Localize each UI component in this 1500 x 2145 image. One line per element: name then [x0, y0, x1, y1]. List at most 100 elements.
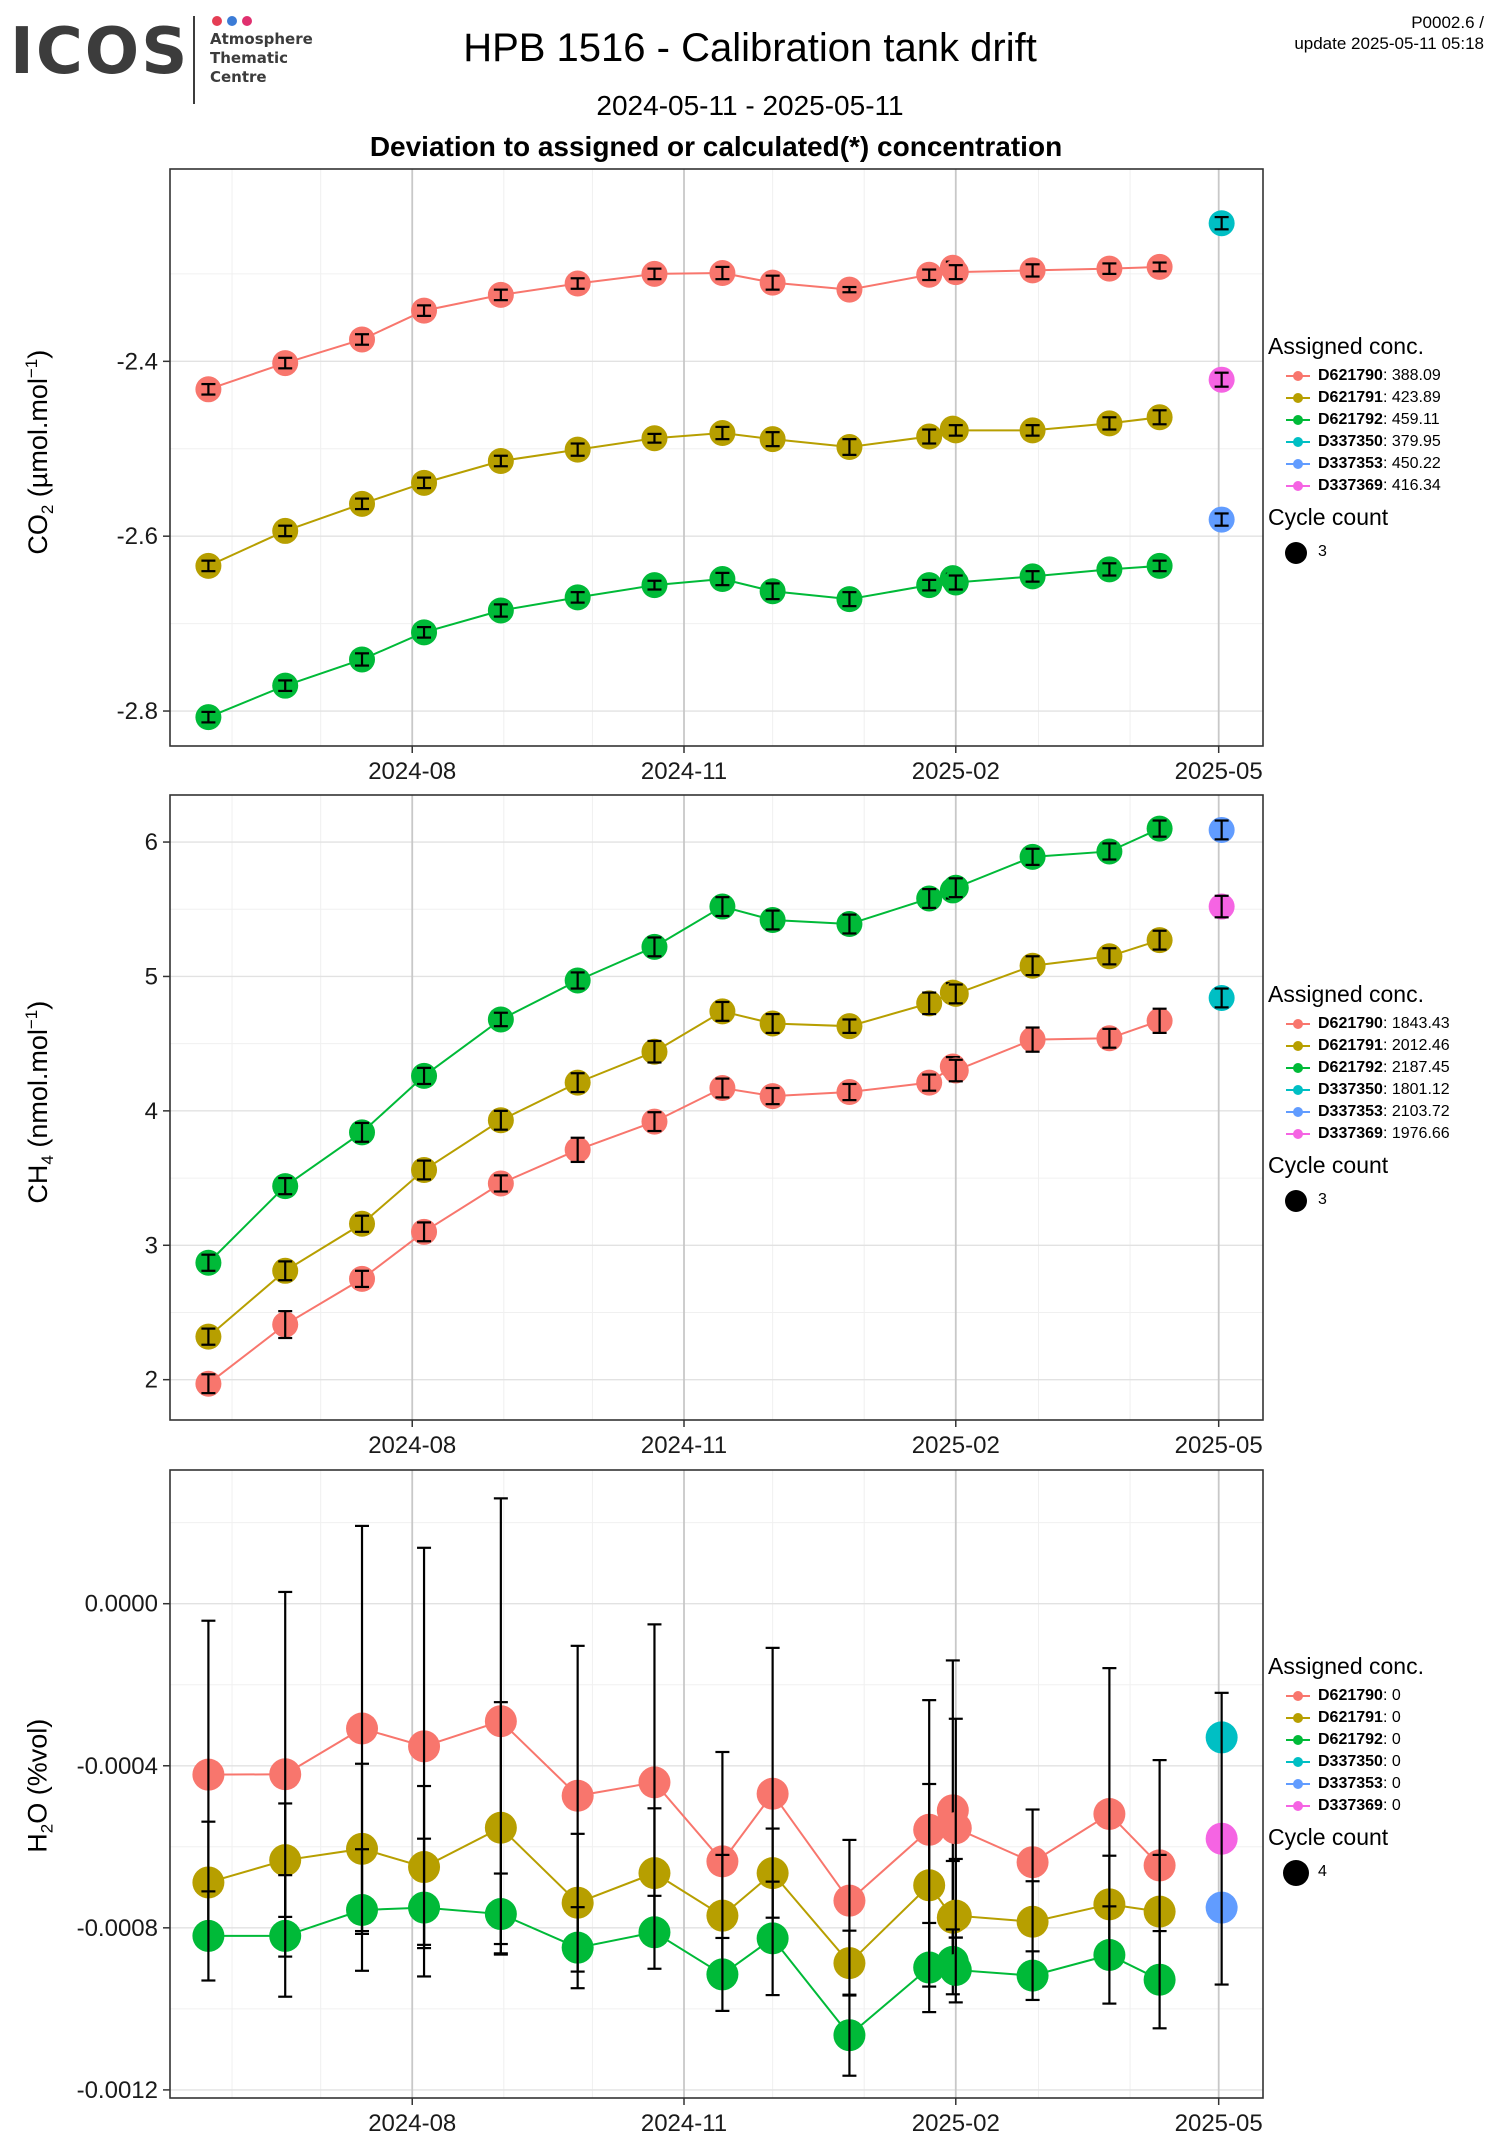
legend-co2: Assigned conc. D621790: 388.09 D621791: 42… [1268, 332, 1500, 567]
legend-item-D337369: D337369: 416.34 [1268, 475, 1500, 497]
x-tick-label: 2025-05 [1175, 758, 1263, 785]
legend-size-label: 3 [1318, 1191, 1327, 1208]
logo-dot-3 [242, 16, 252, 26]
y-axis-title-part: 2 [37, 1823, 57, 1834]
legend-item-D337350: D337350: 379.95 [1268, 431, 1500, 453]
y-axis-title-part: ) [22, 349, 53, 359]
legend-item-D337353: D337353: 450.22 [1268, 453, 1500, 475]
panel-border [169, 168, 1264, 747]
y-tick-label: -0.0004 [77, 1753, 158, 1780]
legend-swatch-dot [1293, 371, 1303, 381]
legend-series-name: D621792 [1318, 411, 1383, 428]
legend-series-name: D337369 [1318, 1125, 1383, 1142]
legend-series-conc: : 2187.45 [1382, 1059, 1450, 1076]
panel-border [169, 794, 1264, 1421]
y-axis-title-part: CO [22, 514, 53, 555]
legend-series-conc: : 0 [1382, 1753, 1401, 1770]
y-tick-label: 6 [145, 829, 158, 856]
y-axis-title-part: H [22, 1833, 53, 1853]
legend-series-conc: : 416.34 [1382, 477, 1441, 494]
legend-ch4: Assigned conc. D621790: 1843.43 D621791: 2… [1268, 980, 1500, 1215]
legend-size-title: Cycle count [1268, 1152, 1389, 1178]
legend-swatch-dot [1293, 415, 1303, 425]
legend-size-dot [1285, 542, 1307, 564]
legend-title: Assigned conc. [1268, 1653, 1424, 1679]
chart-panel-h2o: -0.0012 -0.0008 -0.0004 0.0000 2024-08 2024-1… [77, 1469, 1264, 2137]
series-line-D621790 [208, 265, 1160, 391]
series-line-D621791 [208, 1826, 1160, 1965]
legend-item-D621791: D621791: 2012.46 [1268, 1035, 1500, 1057]
legend-title: Assigned conc. [1268, 333, 1424, 359]
y-axis-title-part: O (%vol) [22, 1718, 53, 1824]
date-range: 2024-05-11 - 2025-05-11 [596, 90, 904, 121]
y-axis-title-part: ) [22, 1000, 53, 1010]
legend-swatch-dot [1293, 481, 1303, 491]
panel-border [169, 1469, 1264, 2099]
legend-series-name: D337350 [1318, 1081, 1383, 1098]
legend-series-conc: : 450.22 [1382, 455, 1441, 472]
legend-item-D337353: D337353: 0 [1268, 1773, 1500, 1795]
series-line-D621791 [207, 416, 1160, 567]
legend-series-name: D337353 [1318, 1103, 1383, 1120]
y-axis-title-h2o: H2O (%vol) [22, 1596, 57, 1976]
legend-swatch-dot [1293, 1041, 1303, 1051]
y-axis-title-part: −1 [21, 358, 41, 379]
legend-item-D337369: D337369: 0 [1268, 1795, 1500, 1817]
y-tick-label: 5 [145, 963, 158, 990]
legend-series-name: D337369 [1318, 1797, 1383, 1814]
x-tick-label: 2024-08 [368, 2110, 456, 2137]
legend-series-name: D621791 [1318, 389, 1383, 406]
legend-swatch-dot [1293, 1713, 1303, 1723]
y-axis-title-ch4: CH4 (nmol.mol−1) [22, 912, 58, 1292]
legend-swatch-dot [1293, 437, 1303, 447]
logo-dot-1 [212, 16, 222, 26]
y-tick-label: -2.6 [117, 523, 158, 550]
x-tick-label: 2024-08 [368, 758, 456, 785]
series-line-D621790 [208, 1720, 1161, 1903]
legend-swatch-dot [1293, 1063, 1303, 1073]
legend-series-name: D621790 [1318, 367, 1383, 384]
chart-subtitle: Deviation to assigned or calculated(*) c… [369, 131, 1063, 162]
legend-size-dot [1283, 1860, 1309, 1886]
x-tick-label: 2024-08 [368, 1432, 456, 1459]
legend-swatch-dot [1293, 1757, 1303, 1767]
legend-item-D337350: D337350: 0 [1268, 1751, 1500, 1773]
legend-h2o: Assigned conc. D621790: 0 D621791: 0 D62179… [1268, 1652, 1500, 1887]
y-axis-title-part: 2 [38, 504, 58, 515]
legend-series-conc: : 2012.46 [1382, 1037, 1450, 1054]
update-label: update 2025-05-11 05:18 [1294, 34, 1484, 53]
legend-series-name: D621792 [1318, 1059, 1383, 1076]
legend-title: Assigned conc. [1268, 981, 1424, 1007]
legend-swatch-dot [1293, 1019, 1303, 1029]
legend-item-D621792: D621792: 2187.45 [1268, 1057, 1500, 1079]
version-label: P0002.6 / [1411, 13, 1484, 32]
series-line-D621792 [208, 564, 1160, 719]
legend-swatch-dot [1293, 1129, 1303, 1139]
logo-subtitle-3: Centre [210, 68, 267, 86]
x-tick-label: 2025-02 [912, 758, 1000, 785]
y-tick-label: 0.0000 [85, 1591, 158, 1618]
y-axis-title-part: 4 [38, 1155, 58, 1165]
y-axis-title-part: CH [22, 1164, 53, 1204]
page-title: HPB 1516 - Calibration tank drift [463, 26, 1037, 70]
icos-logo: ICOS [10, 15, 190, 89]
legend-series-conc: : 1801.12 [1382, 1081, 1450, 1098]
legend-series-name: D337350 [1318, 433, 1383, 450]
y-tick-label: -0.0008 [77, 1915, 158, 1942]
legend-series-conc: : 0 [1382, 1797, 1401, 1814]
legend-swatch-dot [1293, 393, 1303, 403]
x-tick-label: 2025-05 [1175, 1432, 1263, 1459]
x-tick-label: 2025-02 [912, 2110, 1000, 2137]
legend-swatch-dot [1293, 1085, 1303, 1095]
y-axis-title-part: (µmol.mol [22, 378, 53, 505]
y-tick-label: -2.8 [117, 698, 158, 725]
legend-size-item: 3 [1268, 1185, 1500, 1215]
legend-series-conc: : 2103.72 [1382, 1103, 1450, 1120]
legend-series-name: D337350 [1318, 1753, 1383, 1770]
x-tick-label: 2024-11 [641, 1432, 727, 1459]
y-axis-title-co2: CO2 (µmol.mol−1) [22, 262, 58, 642]
legend-swatch-dot [1293, 1735, 1303, 1745]
report-header: ICOS Atmosphere Thematic Centre HPB 1516… [0, 0, 1500, 162]
y-tick-label: -2.4 [117, 348, 158, 375]
series-line-D621791 [207, 939, 1160, 1338]
